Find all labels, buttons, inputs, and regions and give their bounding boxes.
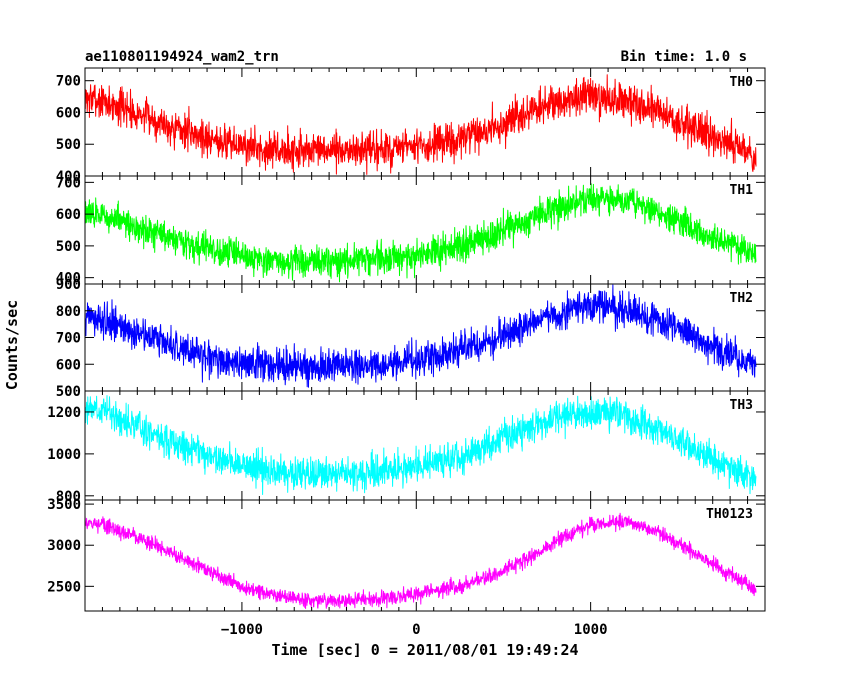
series-th3 [84,395,757,495]
panel-label: TH1 [730,183,754,198]
y-tick-label: 800 [56,304,81,320]
x-tick-label: 0 [412,622,420,638]
series-th2 [84,284,757,388]
y-tick-label: 400 [56,271,81,287]
panel-th0123: 2500 3000 3500 TH0123 [47,497,766,612]
x-tick-label: 1000 [574,622,608,638]
y-tick-label: 700 [56,331,81,347]
panel-frame [84,283,766,392]
y-axis-label: Counts/sec [3,300,21,390]
panel-frame [84,499,766,612]
y-tick-label: 600 [56,357,81,373]
series-th0 [84,74,757,175]
y-tick-label: 600 [56,105,81,121]
y-tick-label: 3500 [47,497,81,513]
chart-title-left: ae110801194924_wam2_trn [85,49,279,65]
y-tick-label: 1000 [47,447,81,463]
y-tick-label: 400 [56,169,81,185]
panels-group: 400 500 600 700 TH0 400 500 600 700 TH1 500 600 700 8… [47,67,766,612]
panel-label: TH3 [730,398,753,413]
y-tick-label: 1200 [47,405,81,421]
x-axis: −1000 0 1000 [221,622,608,638]
y-tick-label: 2500 [47,579,81,595]
y-tick-label: 700 [56,74,81,90]
x-axis-label: Time [sec] 0 = 2011/08/01 19:49:24 [271,641,578,659]
y-tick-label: 500 [56,239,81,255]
panel-th0: 400 500 600 700 TH0 [56,67,766,185]
y-tick-label: 800 [56,489,81,505]
panel-th2: 500 600 700 800 900 TH2 [56,277,766,400]
y-tick-label: 500 [56,384,81,400]
panel-label: TH2 [730,291,753,306]
panel-label: TH0 [730,75,754,90]
y-tick-label: 500 [56,137,81,153]
panel-th1: 400 500 600 700 TH1 [56,175,766,287]
y-tick-label: 900 [56,277,81,293]
y-tick-label: 3000 [47,538,81,554]
panel-label: TH0123 [706,507,753,522]
chart-title-right: Bin time: 1.0 s [621,49,747,65]
series-th1 [84,183,757,283]
y-tick-label: 700 [56,175,81,191]
panel-th3: 800 1000 1200 TH3 [47,390,766,505]
y-tick-label: 600 [56,207,81,223]
series-th0123 [84,512,757,610]
panel-frame [84,175,766,285]
x-tick-label: −1000 [221,622,263,638]
